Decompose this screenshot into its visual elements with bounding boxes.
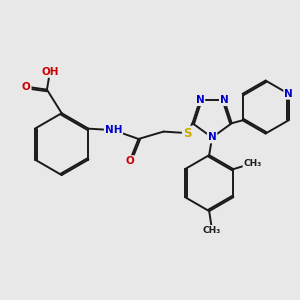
Text: CH₃: CH₃ — [203, 226, 221, 235]
Text: N: N — [220, 95, 229, 105]
Text: OH: OH — [41, 67, 58, 77]
Text: N: N — [208, 133, 217, 142]
Text: N: N — [284, 89, 293, 99]
Text: O: O — [125, 156, 134, 166]
Text: S: S — [183, 127, 191, 140]
Text: O: O — [22, 82, 31, 92]
Text: NH: NH — [105, 125, 122, 135]
Text: CH₃: CH₃ — [243, 159, 262, 168]
Text: N: N — [196, 95, 204, 105]
